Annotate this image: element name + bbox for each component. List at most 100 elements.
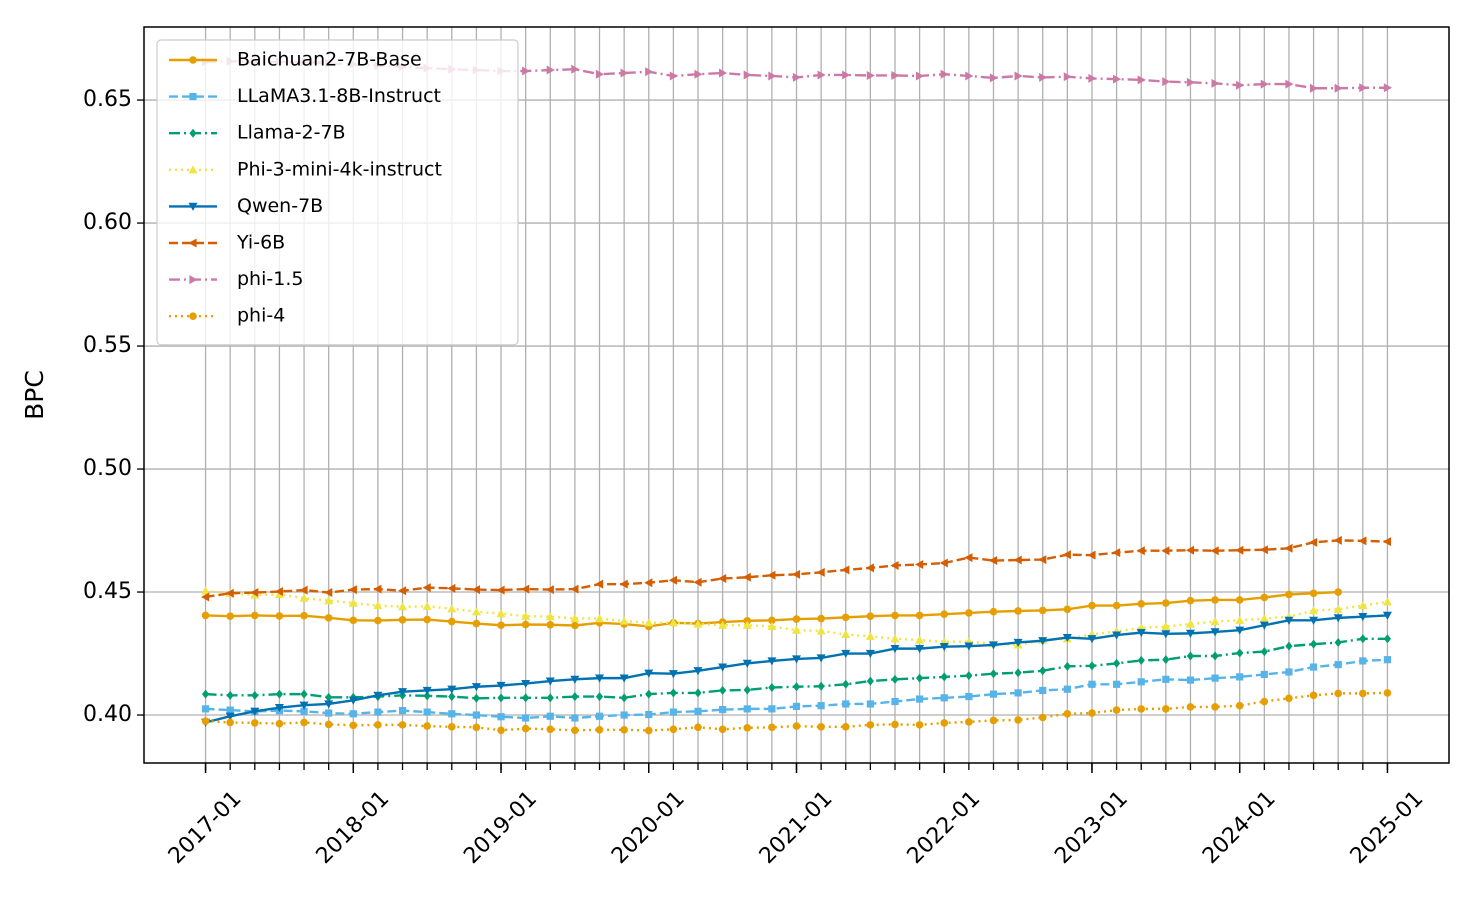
x-tick-label: 2020-01 bbox=[607, 786, 690, 869]
marker bbox=[1087, 635, 1097, 644]
marker bbox=[571, 621, 579, 630]
marker bbox=[1383, 634, 1392, 644]
marker bbox=[497, 726, 505, 735]
marker bbox=[1309, 616, 1319, 625]
plot-frame bbox=[143, 26, 1450, 764]
x-tick-label: 2023-01 bbox=[1050, 786, 1133, 869]
marker bbox=[816, 654, 826, 663]
marker bbox=[1013, 555, 1022, 565]
marker bbox=[792, 722, 801, 730]
marker bbox=[1285, 79, 1294, 89]
marker bbox=[768, 616, 776, 625]
marker bbox=[767, 621, 777, 631]
marker bbox=[964, 553, 973, 563]
marker bbox=[422, 583, 431, 593]
marker bbox=[841, 565, 850, 575]
marker bbox=[1210, 546, 1219, 556]
marker bbox=[792, 682, 801, 692]
marker bbox=[471, 607, 481, 616]
marker bbox=[348, 585, 357, 595]
marker bbox=[201, 611, 210, 620]
marker bbox=[891, 720, 899, 729]
marker bbox=[1285, 590, 1293, 599]
marker bbox=[792, 625, 801, 634]
marker bbox=[274, 589, 284, 599]
marker bbox=[1210, 617, 1220, 626]
marker bbox=[1259, 614, 1269, 623]
marker bbox=[497, 693, 505, 703]
marker bbox=[595, 579, 604, 589]
legend-label: LLaMA3.1-8B-Instruct bbox=[237, 85, 441, 107]
marker bbox=[1236, 673, 1244, 681]
legend-marker bbox=[188, 202, 198, 211]
marker bbox=[1260, 79, 1269, 89]
marker bbox=[1185, 619, 1195, 628]
marker bbox=[1236, 648, 1244, 658]
marker bbox=[423, 722, 431, 730]
marker bbox=[1137, 655, 1145, 665]
marker bbox=[1235, 626, 1245, 635]
marker bbox=[1236, 80, 1245, 90]
marker bbox=[349, 710, 357, 718]
marker bbox=[718, 725, 727, 734]
marker bbox=[1211, 674, 1219, 682]
marker bbox=[522, 714, 530, 722]
marker bbox=[1161, 630, 1171, 639]
marker bbox=[1382, 611, 1392, 620]
marker bbox=[719, 68, 728, 78]
marker bbox=[1334, 588, 1342, 596]
marker bbox=[1284, 543, 1293, 553]
marker bbox=[619, 579, 628, 589]
marker bbox=[299, 585, 308, 595]
marker bbox=[1063, 710, 1072, 718]
marker bbox=[1088, 661, 1096, 671]
legend-label: phi-1.5 bbox=[237, 268, 303, 290]
marker bbox=[1309, 691, 1318, 700]
marker bbox=[1334, 637, 1342, 647]
marker bbox=[619, 616, 629, 625]
marker bbox=[1382, 537, 1392, 547]
marker bbox=[1383, 83, 1392, 93]
marker bbox=[694, 688, 702, 698]
marker bbox=[1309, 589, 1318, 598]
marker bbox=[1112, 680, 1121, 688]
marker bbox=[1334, 689, 1342, 698]
marker bbox=[1088, 73, 1097, 83]
marker bbox=[546, 725, 555, 734]
marker bbox=[300, 689, 308, 699]
marker bbox=[1137, 705, 1146, 713]
y-tick-label: 0.65 bbox=[83, 87, 132, 112]
marker bbox=[1014, 716, 1022, 724]
marker bbox=[817, 702, 825, 710]
x-tick-label: 2025-01 bbox=[1346, 786, 1429, 869]
marker bbox=[1309, 663, 1318, 671]
marker bbox=[1013, 638, 1023, 647]
marker bbox=[792, 569, 801, 579]
marker bbox=[841, 629, 851, 638]
marker bbox=[940, 719, 949, 727]
marker bbox=[522, 693, 530, 703]
marker bbox=[471, 683, 481, 692]
marker bbox=[866, 70, 875, 80]
marker bbox=[965, 609, 973, 617]
marker bbox=[694, 723, 702, 732]
marker bbox=[620, 68, 629, 78]
marker bbox=[521, 584, 530, 594]
marker bbox=[1137, 600, 1146, 608]
marker bbox=[669, 71, 678, 81]
marker bbox=[644, 578, 653, 588]
marker bbox=[965, 718, 973, 726]
marker bbox=[1162, 77, 1171, 87]
marker bbox=[1162, 675, 1170, 683]
marker bbox=[866, 676, 874, 686]
marker bbox=[768, 705, 776, 713]
marker bbox=[891, 70, 900, 80]
marker bbox=[1210, 628, 1220, 637]
marker bbox=[1185, 629, 1195, 638]
marker bbox=[1088, 680, 1096, 688]
marker bbox=[1260, 670, 1268, 679]
marker bbox=[447, 685, 457, 694]
marker bbox=[1161, 546, 1170, 556]
marker bbox=[915, 559, 924, 569]
marker bbox=[201, 705, 210, 713]
